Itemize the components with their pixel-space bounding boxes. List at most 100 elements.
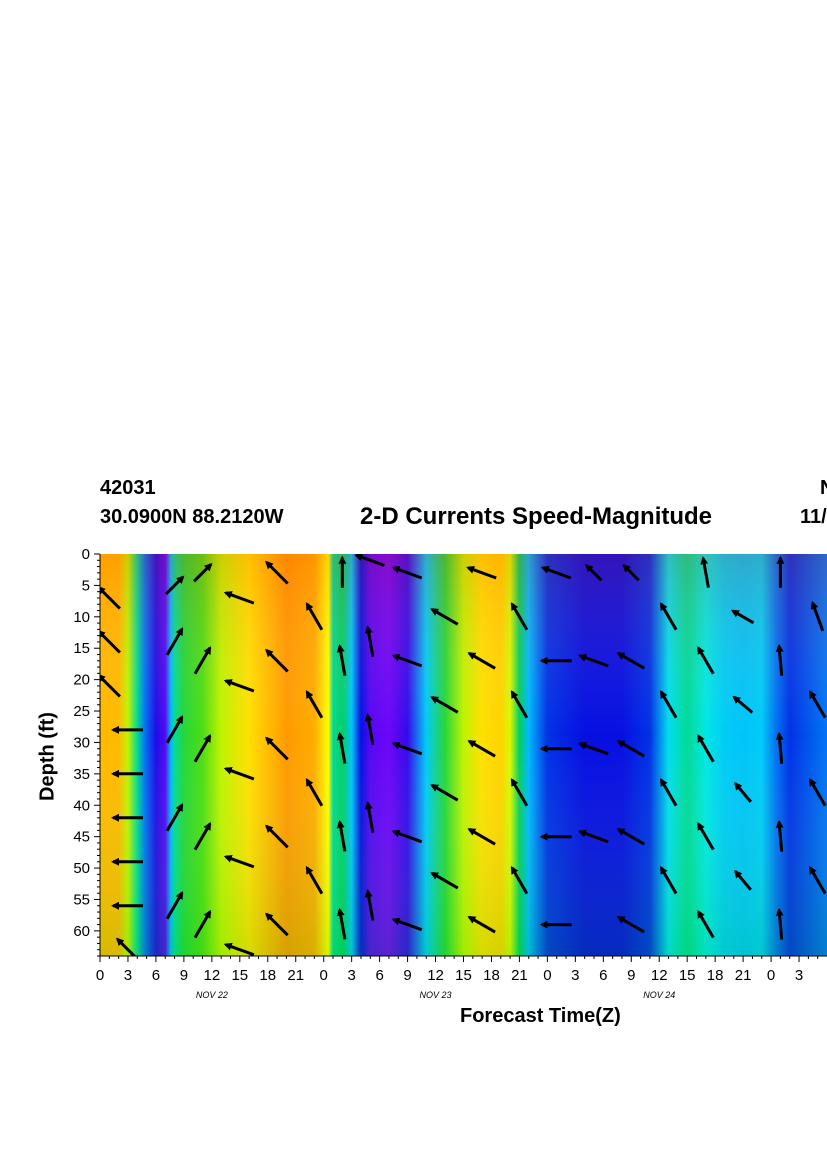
current-arrow — [305, 777, 324, 807]
current-arrow — [223, 854, 255, 869]
current-arrow — [697, 646, 715, 675]
current-arrow — [193, 909, 212, 939]
current-arrow — [700, 556, 710, 588]
current-arrow — [697, 909, 715, 939]
y-tick-label: 10 — [73, 609, 90, 626]
x-tick-label: 21 — [511, 967, 528, 984]
y-tick-label: 50 — [73, 860, 90, 877]
current-arrow — [808, 690, 827, 719]
current-arrow — [730, 609, 755, 625]
y-tick-label: 40 — [73, 797, 90, 814]
current-arrow — [391, 917, 423, 932]
current-arrow — [467, 739, 496, 758]
current-arrow — [585, 563, 603, 582]
current-arrow — [616, 739, 646, 758]
x-tick-label: 18 — [483, 967, 500, 984]
current-arrow — [115, 937, 137, 956]
current-arrow — [364, 713, 375, 745]
y-tick-label: 30 — [73, 734, 90, 751]
x-tick-label: 12 — [427, 967, 444, 984]
current-arrow — [391, 653, 423, 668]
current-arrow — [775, 643, 784, 676]
x-tick-label: 21 — [735, 967, 752, 984]
current-arrow — [616, 915, 646, 934]
current-arrow — [305, 690, 324, 719]
x-tick-label: 3 — [571, 967, 579, 984]
current-arrow — [223, 679, 255, 693]
current-arrow — [540, 566, 572, 580]
current-arrow — [808, 865, 827, 895]
current-arrow — [775, 907, 784, 940]
current-arrow — [305, 602, 324, 631]
x-tick-label: 18 — [707, 967, 724, 984]
current-arrow — [732, 695, 754, 714]
header-right-bottom: 11/ — [800, 506, 827, 528]
x-tick-label: 0 — [543, 967, 551, 984]
current-arrow — [659, 865, 678, 895]
x-tick-label: 15 — [679, 967, 696, 984]
current-arrow — [223, 767, 255, 781]
current-arrow — [808, 777, 827, 807]
current-arrow — [659, 602, 678, 631]
current-arrow — [305, 865, 324, 895]
current-arrow — [165, 803, 184, 832]
current-arrows — [100, 554, 827, 956]
y-tick-label: 55 — [73, 891, 90, 908]
date-label: NOV 22 — [196, 990, 228, 1000]
current-arrow — [430, 696, 459, 714]
current-arrow — [775, 731, 784, 764]
current-arrow — [659, 777, 678, 807]
current-arrow — [578, 653, 609, 668]
depth-shading — [100, 554, 827, 956]
current-arrow — [336, 731, 347, 764]
current-arrow — [430, 783, 459, 802]
current-arrow — [510, 777, 529, 807]
current-arrow — [467, 915, 496, 934]
x-tick-label: 21 — [287, 967, 304, 984]
x-tick-label: 6 — [375, 967, 383, 984]
current-arrow — [354, 554, 385, 567]
y-tick-label: 45 — [73, 829, 90, 846]
current-arrow — [578, 829, 609, 844]
current-arrow — [616, 827, 646, 846]
x-tick-label: 18 — [259, 967, 276, 984]
y-tick-label: 0 — [82, 546, 90, 563]
current-arrow — [336, 907, 347, 940]
current-arrow — [430, 608, 459, 626]
current-arrow — [223, 942, 255, 956]
current-arrow — [265, 648, 289, 673]
date-label: NOV 24 — [643, 990, 675, 1000]
current-arrow — [193, 646, 212, 675]
current-arrow — [193, 821, 212, 851]
x-tick-label: 3 — [795, 967, 803, 984]
x-tick-label: 0 — [767, 967, 775, 984]
x-tick-label: 15 — [455, 967, 472, 984]
current-arrow — [697, 733, 715, 763]
current-arrow — [223, 591, 255, 605]
current-arrow — [265, 912, 289, 937]
x-tick-label: 0 — [96, 967, 104, 984]
current-arrow — [466, 566, 497, 580]
chart-title: 2-D Currents Speed-Magnitude — [360, 503, 713, 530]
y-tick-label: 60 — [73, 923, 90, 940]
current-arrow — [510, 690, 529, 719]
current-arrow — [165, 627, 184, 656]
x-tick-label: 12 — [651, 967, 668, 984]
x-tick-label: 6 — [152, 967, 160, 984]
current-arrow — [510, 602, 529, 631]
current-arrow — [192, 562, 213, 583]
current-arrow — [165, 575, 185, 595]
y-tick-label: 35 — [73, 766, 90, 783]
current-arrow — [391, 566, 423, 580]
x-tick-label: 9 — [403, 967, 411, 984]
current-arrow — [265, 736, 289, 761]
current-arrow — [578, 741, 609, 756]
current-arrow — [775, 819, 784, 852]
current-arrow — [100, 629, 121, 654]
current-arrow — [659, 690, 678, 719]
current-arrow — [616, 652, 646, 670]
current-arrow — [810, 600, 825, 632]
current-arrow — [391, 829, 423, 844]
